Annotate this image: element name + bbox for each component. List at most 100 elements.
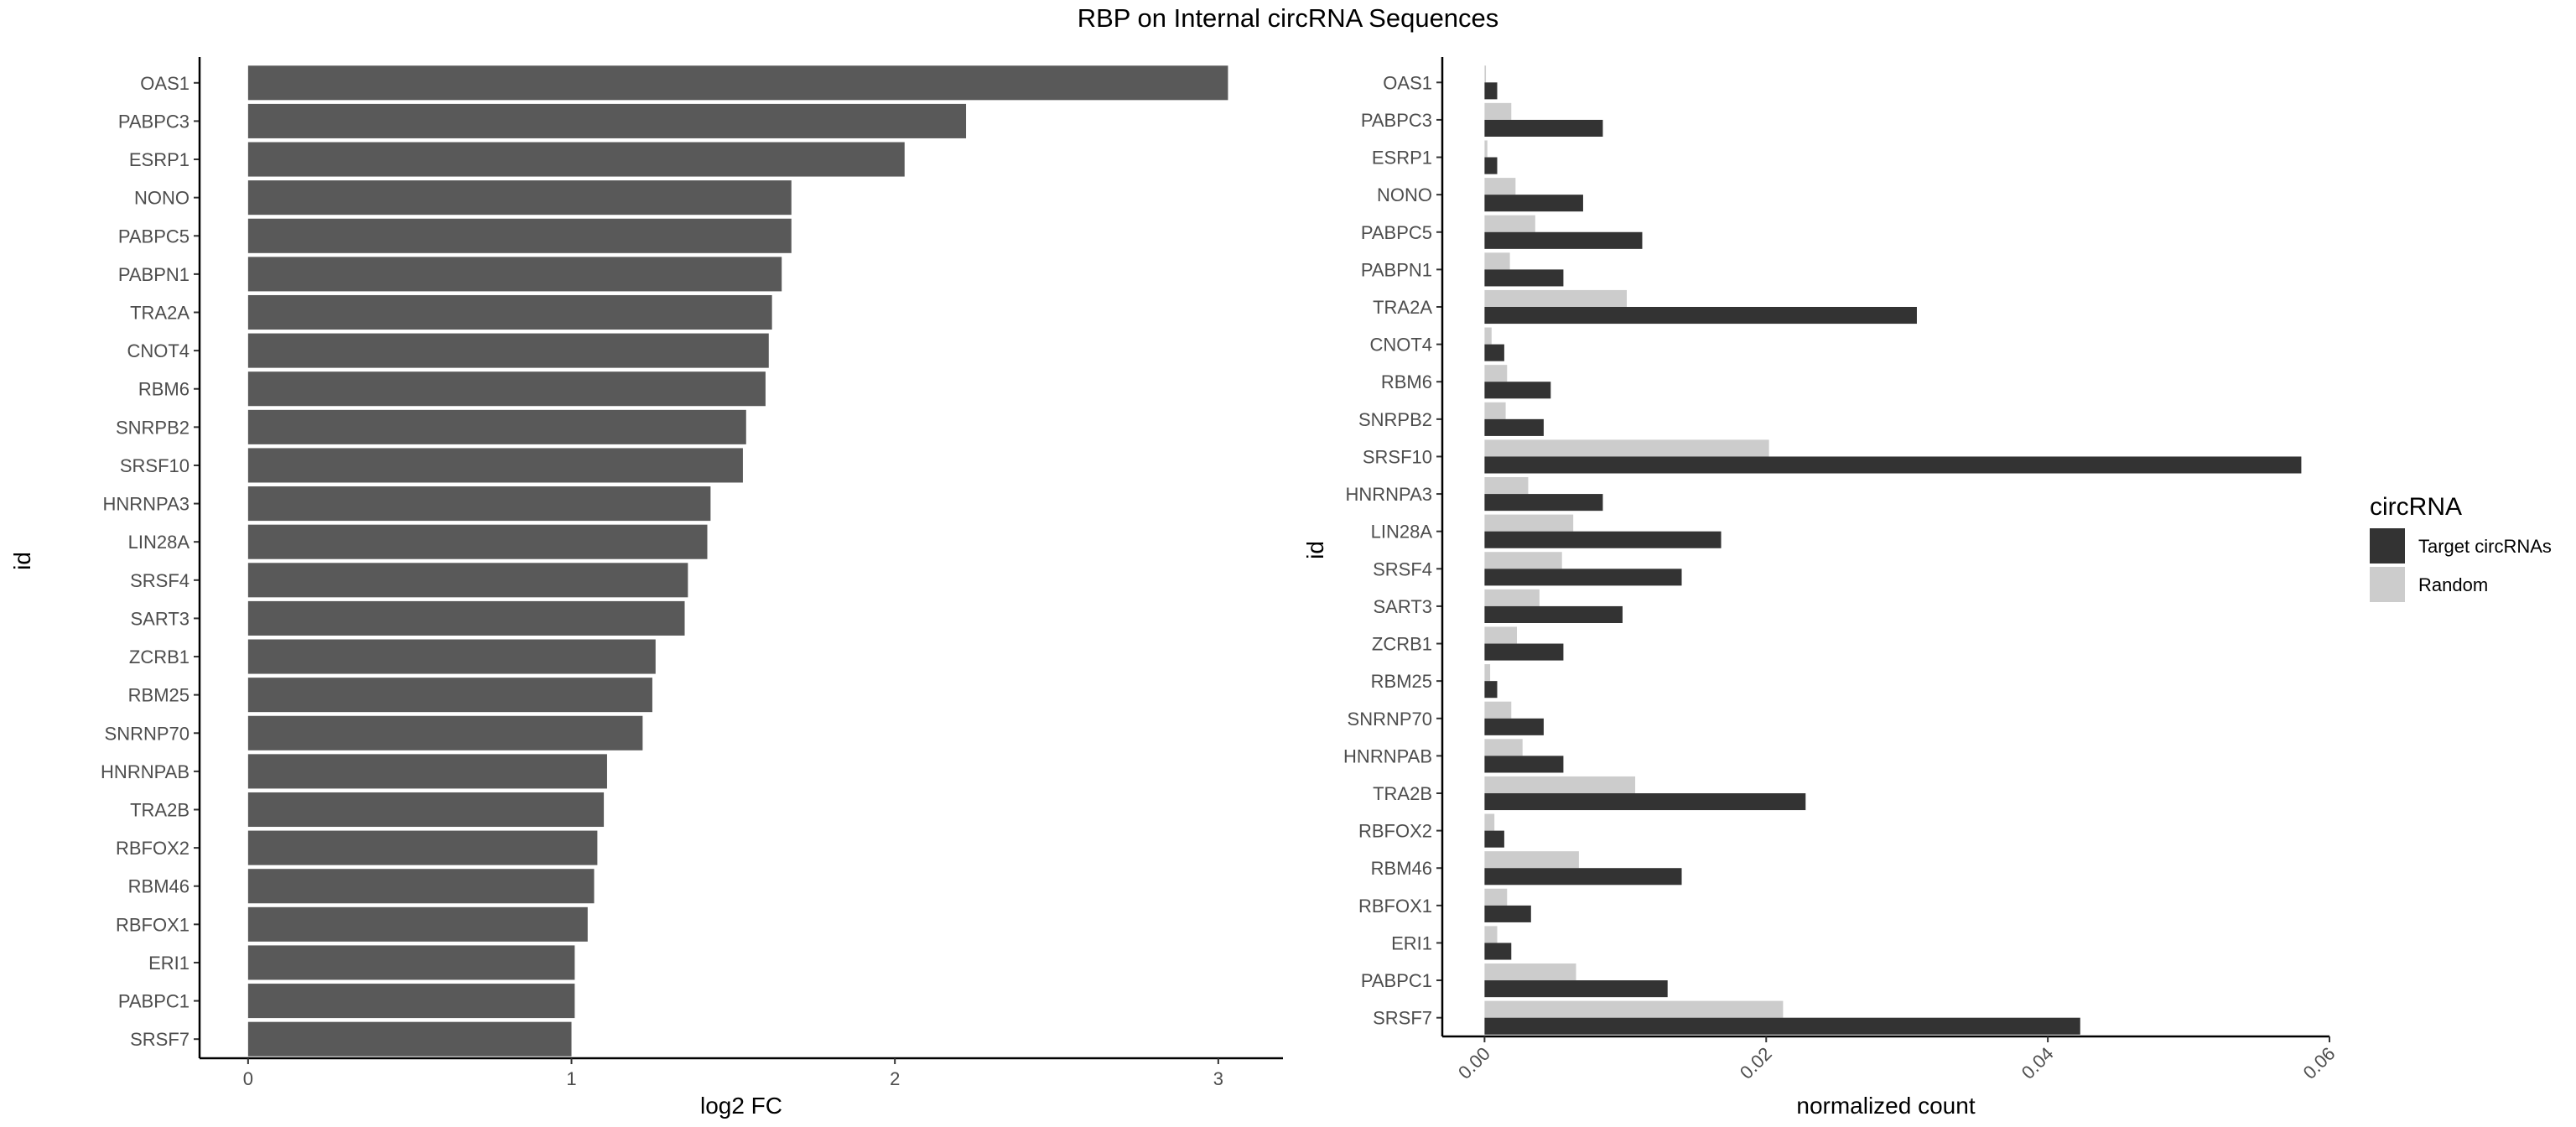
y-tick-label-rbm25: RBM25 [1371, 671, 1432, 692]
bar-target-pabpn1 [1484, 269, 1564, 287]
y-tick-label-pabpn1: PABPN1 [118, 264, 190, 285]
bar-hnrnpa3 [247, 486, 711, 522]
bar-target-rbfox2 [1484, 830, 1504, 848]
y-tick-label-srsf7: SRSF7 [1373, 1008, 1432, 1029]
bar-random-sart3 [1484, 589, 1540, 606]
bar-target-sart3 [1484, 605, 1623, 623]
y-tick-label-srsf10: SRSF10 [120, 455, 190, 476]
y-tick-label-srsf4: SRSF4 [130, 570, 190, 591]
bar-esrp1 [247, 142, 905, 177]
y-tick-label-nono: NONO [134, 188, 190, 209]
x-axis-title: log2 FC [700, 1093, 782, 1119]
x-tick-label: 0.06 [2299, 1043, 2340, 1083]
bar-tra2b [247, 792, 605, 828]
bar-random-srsf4 [1484, 552, 1562, 569]
bar-random-srsf7 [1484, 1000, 1784, 1018]
y-tick-label-lin28a: LIN28A [128, 532, 190, 553]
log2fc-bar-chart: OAS1 PABPC3 ESRP1 NONO PABPC5 PABPN1 TRA2A CNOT… [9, 57, 1283, 1119]
bar-random-lin28a [1484, 514, 1574, 532]
y-tick-label-hnrnpa3: HNRNPA3 [102, 494, 190, 515]
bar-target-nono [1484, 195, 1583, 212]
bar-target-pabpc5 [1484, 231, 1643, 249]
y-tick-label-zcrb1: ZCRB1 [1372, 634, 1432, 655]
y-tick-label-rbfox2: RBFOX2 [1358, 821, 1432, 842]
bar-target-rbm25 [1484, 681, 1498, 699]
x-tick-label: 0.04 [2018, 1043, 2058, 1083]
bar-random-esrp1 [1484, 140, 1488, 158]
bar-random-hnrnpa3 [1484, 477, 1529, 495]
bar-random-rbfox2 [1484, 813, 1495, 831]
bar-target-esrp1 [1484, 157, 1498, 174]
bar-rbfox2 [247, 830, 598, 865]
y-tick-label-rbfox1: RBFOX1 [116, 914, 190, 935]
bar-target-srsf4 [1484, 569, 1682, 586]
figure-title: RBP on Internal circRNA Sequences [1077, 3, 1499, 33]
bar-rbm25 [247, 678, 652, 713]
bar-target-tra2b [1484, 793, 1806, 811]
bar-target-eri1 [1484, 943, 1512, 960]
bar-lin28a [247, 524, 708, 559]
y-tick-label-snrpb2: SNRPB2 [116, 417, 190, 438]
bar-target-hnrnpab [1484, 756, 1564, 773]
y-tick-label-hnrnpab: HNRNPAB [1343, 745, 1432, 766]
x-tick-label: 1 [566, 1068, 576, 1089]
bar-target-srsf10 [1484, 456, 2302, 474]
y-tick-label-esrp1: ESRP1 [129, 149, 190, 170]
bar-random-rbm25 [1484, 664, 1491, 682]
bar-random-eri1 [1484, 926, 1498, 943]
y-tick-label-eri1: ERI1 [148, 953, 190, 974]
y-tick-label-nono: NONO [1377, 184, 1432, 205]
y-tick-label-tra2b: TRA2B [1373, 783, 1432, 804]
bar-target-snrnp70 [1484, 718, 1544, 735]
bar-rbm6 [247, 371, 766, 407]
y-tick-label-esrp1: ESRP1 [1372, 148, 1432, 169]
bar-target-oas1 [1484, 82, 1498, 100]
bar-target-snrpb2 [1484, 418, 1544, 436]
bar-srsf7 [247, 1021, 572, 1057]
bar-target-pabpc3 [1484, 119, 1603, 137]
y-tick-label-rbm6: RBM6 [1381, 371, 1432, 392]
bar-random-snrpb2 [1484, 402, 1506, 419]
bar-random-tra2b [1484, 776, 1636, 793]
y-tick-label-sart3: SART3 [130, 608, 190, 629]
y-tick-label-rbm6: RBM6 [138, 379, 190, 400]
bar-srsf4 [247, 563, 688, 598]
bar-target-srsf7 [1484, 1017, 2080, 1035]
bar-rbfox1 [247, 906, 588, 942]
bar-random-pabpc3 [1484, 102, 1512, 120]
bar-target-rbm46 [1484, 868, 1682, 886]
y-tick-label-pabpc5: PABPC5 [1361, 222, 1432, 243]
y-tick-label-rbm46: RBM46 [1371, 858, 1432, 879]
bar-random-zcrb1 [1484, 626, 1518, 644]
y-tick-label-oas1: OAS1 [140, 73, 190, 94]
y-tick-label-srsf7: SRSF7 [130, 1029, 190, 1050]
bar-zcrb1 [247, 639, 656, 674]
bar-random-hnrnpab [1484, 739, 1523, 756]
legend-swatch-random [2370, 567, 2405, 602]
bar-pabpc5 [247, 218, 792, 253]
x-tick-label: 3 [1213, 1068, 1223, 1089]
bar-random-rbm6 [1484, 365, 1508, 382]
y-tick-label-rbm46: RBM46 [128, 876, 190, 897]
bar-random-nono [1484, 178, 1516, 195]
bar-srsf10 [247, 448, 743, 483]
x-axis-title: normalized count [1796, 1093, 1975, 1119]
y-tick-label-hnrnpa3: HNRNPA3 [1345, 484, 1432, 505]
legend-title: circRNA [2370, 493, 2462, 521]
y-tick-label-cnot4: CNOT4 [127, 340, 190, 361]
y-tick-label-tra2a: TRA2A [1373, 297, 1432, 318]
y-tick-label-lin28a: LIN28A [1371, 522, 1433, 543]
y-tick-label-pabpc1: PABPC1 [118, 991, 190, 1012]
bar-pabpn1 [247, 257, 782, 292]
y-tick-label-snrnp70: SNRNP70 [105, 723, 190, 744]
x-tick-label: 2 [890, 1068, 900, 1089]
bar-pabpc1 [247, 984, 575, 1019]
y-tick-label-hnrnpab: HNRNPAB [101, 761, 190, 782]
bar-eri1 [247, 945, 575, 980]
bar-random-pabpc5 [1484, 215, 1535, 232]
y-axis-title: id [9, 552, 35, 570]
bar-target-pabpc1 [1484, 980, 1668, 998]
bar-target-lin28a [1484, 531, 1722, 548]
y-tick-label-pabpc3: PABPC3 [1361, 110, 1432, 131]
